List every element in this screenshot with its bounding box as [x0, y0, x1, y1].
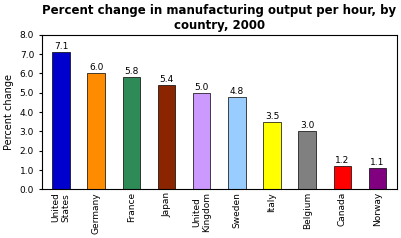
Bar — [193, 93, 211, 189]
Text: 1.2: 1.2 — [335, 156, 349, 165]
Bar — [369, 168, 386, 189]
Text: 4.8: 4.8 — [230, 87, 244, 96]
Bar — [158, 85, 175, 189]
Bar — [87, 73, 105, 189]
Text: 7.1: 7.1 — [54, 42, 68, 51]
Bar — [334, 166, 351, 189]
Text: 5.8: 5.8 — [124, 67, 139, 76]
Bar — [298, 131, 316, 189]
Text: 5.0: 5.0 — [194, 83, 209, 92]
Bar — [228, 97, 246, 189]
Text: 5.4: 5.4 — [160, 75, 174, 84]
Title: Percent change in manufacturing output per hour, by
country, 2000: Percent change in manufacturing output p… — [42, 4, 396, 32]
Y-axis label: Percent change: Percent change — [4, 74, 14, 150]
Bar — [52, 52, 70, 189]
Bar — [123, 77, 140, 189]
Text: 1.1: 1.1 — [370, 158, 385, 167]
Text: 3.5: 3.5 — [265, 112, 279, 121]
Text: 3.0: 3.0 — [300, 121, 314, 130]
Text: 6.0: 6.0 — [89, 64, 103, 72]
Bar — [263, 122, 281, 189]
